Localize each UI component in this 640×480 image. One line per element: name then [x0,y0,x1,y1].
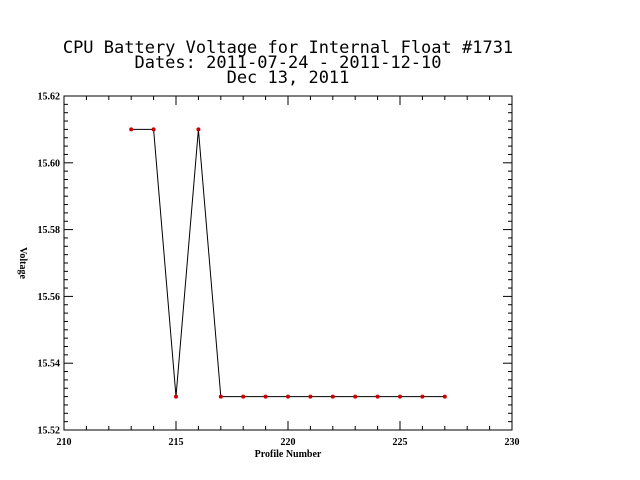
chart-title-line-1: CPU Battery Voltage for Internal Float #… [63,38,513,58]
x-tick-label: 230 [505,437,520,448]
data-point [241,394,246,399]
data-point [263,394,268,399]
data-point [151,127,156,132]
series-line [131,128,445,398]
data-point [442,394,447,399]
y-tick-label: 15.58 [38,225,61,236]
data-point [398,394,402,399]
axis-tick-labels: 210 215 220 225 230 15.52 15.54 15.56 15.58 15.60… [38,92,520,449]
data-point [375,394,380,399]
x-tick-label: 215 [169,437,184,448]
data-point [218,394,223,399]
chart-title-line-3: Dec 13, 2011 [227,68,350,88]
data-point [353,394,358,399]
plot-area [63,95,513,431]
y-tick-label: 15.62 [38,92,61,103]
data-point [174,394,178,399]
data-point [308,394,313,399]
series-layer [129,127,447,399]
data-point [330,394,335,399]
x-tick-label: 220 [281,437,296,448]
y-tick-label: 15.56 [38,292,61,303]
chart-title-line-2: Dates: 2011-07-24 - 2011-12-10 [134,53,441,73]
chart-title: CPU Battery Voltage for Internal Float #… [63,38,513,88]
y-axis-label: Voltage [17,247,28,279]
y-tick-label: 15.54 [38,359,61,370]
data-point [129,127,134,132]
data-point [420,394,425,399]
data-point [196,127,201,132]
x-axis-label: Profile Number [255,449,322,460]
x-tick-label: 225 [393,437,408,448]
axis-ticks [63,95,513,431]
y-tick-label: 15.52 [38,426,61,437]
x-tick-label: 210 [57,437,72,448]
y-tick-label: 15.60 [38,158,61,169]
data-point [286,394,290,399]
